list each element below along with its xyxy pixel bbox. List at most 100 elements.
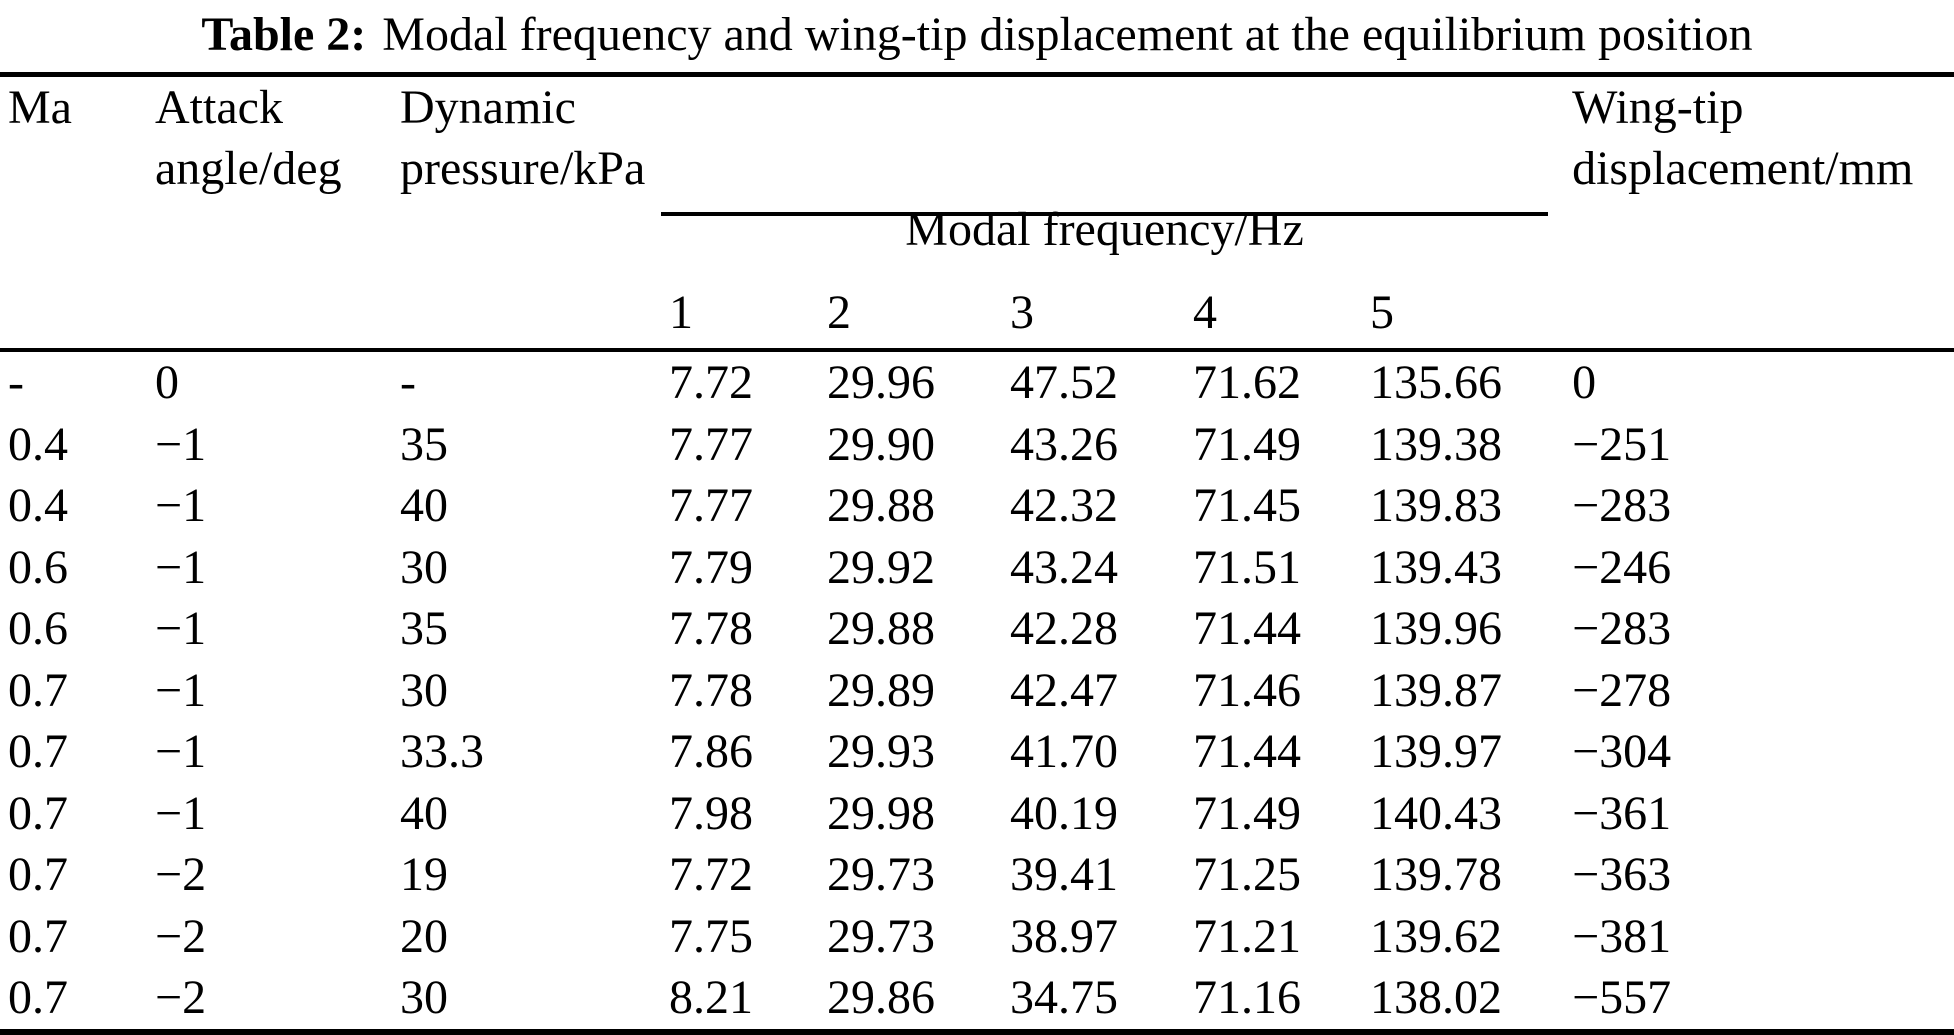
cell-mode-5: 139.62 [1370, 909, 1502, 963]
cell-ma: 0.7 [8, 848, 68, 901]
cell-ma: 0.6 [8, 602, 68, 655]
table-row: 0.6 −1 35 7.78 29.88 42.28 71.44 139.96 −283 [0, 598, 1954, 660]
table-caption-text: Modal frequency and wing-tip displacemen… [382, 8, 1753, 61]
table-header: Ma Attack angle/deg Dynamic pressure/kPa… [0, 74, 1954, 352]
header-row-1: Ma Attack angle/deg Dynamic pressure/kPa… [0, 74, 1954, 352]
cell-wingtip-displacement: −304 [1572, 725, 1672, 778]
cell-attack-angle: −1 [155, 663, 207, 717]
cell-mode-4: 71.44 [1193, 725, 1301, 778]
cell-wingtip-displacement: 0 [1572, 356, 1597, 409]
cell-mode-4: 71.62 [1193, 356, 1301, 409]
cell-dynamic-pressure: 40 [400, 479, 448, 532]
cell-mode-1: 7.77 [669, 417, 753, 471]
cell-attack-angle: −2 [155, 909, 207, 963]
cell-attack-angle: −1 [155, 417, 207, 471]
cell-dynamic-pressure: 30 [400, 971, 448, 1024]
cell-wingtip-displacement: −251 [1572, 417, 1672, 471]
cell-mode-2: 29.73 [827, 909, 935, 963]
cell-mode-4: 71.44 [1193, 602, 1301, 655]
cell-wingtip-displacement: −381 [1572, 909, 1672, 963]
cell-mode-4: 71.46 [1193, 663, 1301, 717]
cell-ma: 0.4 [8, 417, 68, 471]
cell-mode-4: 71.49 [1193, 786, 1301, 840]
cell-attack-angle: −1 [155, 725, 207, 778]
cell-mode-4: 71.51 [1193, 540, 1301, 594]
cell-mode-1: 7.78 [669, 602, 753, 655]
cell-mode-1: 7.79 [669, 540, 753, 594]
cell-mode-3: 40.19 [1010, 786, 1118, 840]
cell-mode-1: 7.72 [669, 848, 753, 901]
cell-attack-angle: −1 [155, 602, 207, 655]
cell-ma: 0.6 [8, 540, 68, 594]
cell-mode-4: 71.21 [1193, 909, 1301, 963]
col-header-wingtip-displacement: Wing-tip displacement/mm [1564, 74, 1954, 352]
cell-attack-angle: −1 [155, 540, 207, 594]
cell-mode-5: 139.97 [1370, 725, 1502, 778]
cell-mode-5: 139.87 [1370, 663, 1502, 717]
table-caption-label: Table 2: [201, 8, 367, 61]
cell-mode-2: 29.98 [827, 786, 935, 840]
page: Table 2: Modal frequency and wing-tip dis… [0, 8, 1954, 1035]
cell-dynamic-pressure: 19 [400, 848, 448, 901]
cell-mode-1: 7.86 [669, 725, 753, 778]
cell-mode-2: 29.90 [827, 417, 935, 471]
col-header-modal-frequency-label: Modal frequency/Hz [905, 203, 1304, 256]
cell-mode-4: 71.25 [1193, 848, 1301, 901]
table-body: - 0 - 7.72 29.96 47.52 71.62 135.66 0 0.4 −1 35 7.77… [0, 350, 1954, 1032]
cell-mode-3: 42.32 [1010, 479, 1118, 532]
cell-mode-3: 38.97 [1010, 909, 1118, 963]
cell-ma: - [8, 356, 24, 409]
table-row: 0.6 −1 30 7.79 29.92 43.24 71.51 139.43 −246 [0, 537, 1954, 599]
cell-mode-3: 42.28 [1010, 602, 1118, 655]
table-row: 0.7 −1 30 7.78 29.89 42.47 71.46 139.87 −278 [0, 660, 1954, 722]
cell-dynamic-pressure: 40 [400, 786, 448, 840]
cell-wingtip-displacement: −246 [1572, 540, 1672, 594]
col-header-mode-2: 2 [819, 277, 1002, 352]
cell-ma: 0.7 [8, 663, 68, 717]
cell-dynamic-pressure: 20 [400, 909, 448, 963]
cell-mode-2: 29.93 [827, 725, 935, 778]
cell-mode-5: 139.43 [1370, 540, 1502, 594]
cell-wingtip-displacement: −361 [1572, 786, 1672, 840]
cell-mode-2: 29.92 [827, 540, 935, 594]
cell-dynamic-pressure: 33.3 [400, 725, 484, 778]
cell-mode-3: 42.47 [1010, 663, 1118, 717]
cell-wingtip-displacement: −283 [1572, 479, 1672, 532]
cell-mode-1: 7.98 [669, 786, 753, 840]
cell-ma: 0.7 [8, 725, 68, 778]
cell-wingtip-displacement: −278 [1572, 663, 1672, 717]
cell-dynamic-pressure: 30 [400, 663, 448, 717]
col-header-mode-5: 5 [1362, 277, 1565, 352]
col-header-dynamic-pressure: Dynamic pressure/kPa [392, 74, 661, 352]
table-row: 0.4 −1 35 7.77 29.90 43.26 71.49 139.38 −251 [0, 414, 1954, 476]
cell-mode-3: 43.26 [1010, 417, 1118, 471]
header-row-2: 1 2 3 4 5 [0, 277, 1954, 352]
cell-wingtip-displacement: −363 [1572, 848, 1672, 901]
cell-attack-angle: 0 [155, 356, 179, 409]
cell-mode-5: 139.38 [1370, 417, 1502, 471]
col-header-attack-angle: Attack angle/deg [147, 74, 392, 352]
cell-mode-5: 139.83 [1370, 479, 1502, 532]
modal-frequency-group-rule: Modal frequency/Hz [661, 138, 1549, 256]
modal-frequency-table: Ma Attack angle/deg Dynamic pressure/kPa… [0, 72, 1954, 1035]
cell-mode-5: 140.43 [1370, 786, 1502, 840]
cell-ma: 0.7 [8, 786, 68, 840]
cell-mode-1: 7.75 [669, 909, 753, 963]
cell-mode-1: 7.72 [669, 356, 753, 409]
cell-ma: 0.4 [8, 479, 68, 532]
cell-mode-4: 71.16 [1193, 971, 1301, 1024]
cell-dynamic-pressure: 35 [400, 417, 448, 471]
cell-wingtip-displacement: −557 [1572, 971, 1672, 1024]
cell-attack-angle: −1 [155, 479, 207, 532]
cell-attack-angle: −2 [155, 971, 207, 1024]
col-header-modal-frequency-group: Modal frequency/Hz [661, 75, 1564, 278]
cell-attack-angle: −1 [155, 786, 207, 840]
cell-mode-3: 43.24 [1010, 540, 1118, 594]
table-row: 0.7 −2 20 7.75 29.73 38.97 71.21 139.62 −381 [0, 906, 1954, 968]
cell-mode-5: 139.96 [1370, 602, 1502, 655]
cell-mode-2: 29.88 [827, 602, 935, 655]
cell-mode-2: 29.96 [827, 356, 935, 409]
table-row: 0.7 −2 19 7.72 29.73 39.41 71.25 139.78 −363 [0, 844, 1954, 906]
cell-mode-2: 29.89 [827, 663, 935, 717]
table-row: 0.7 −1 40 7.98 29.98 40.19 71.49 140.43 −361 [0, 783, 1954, 845]
